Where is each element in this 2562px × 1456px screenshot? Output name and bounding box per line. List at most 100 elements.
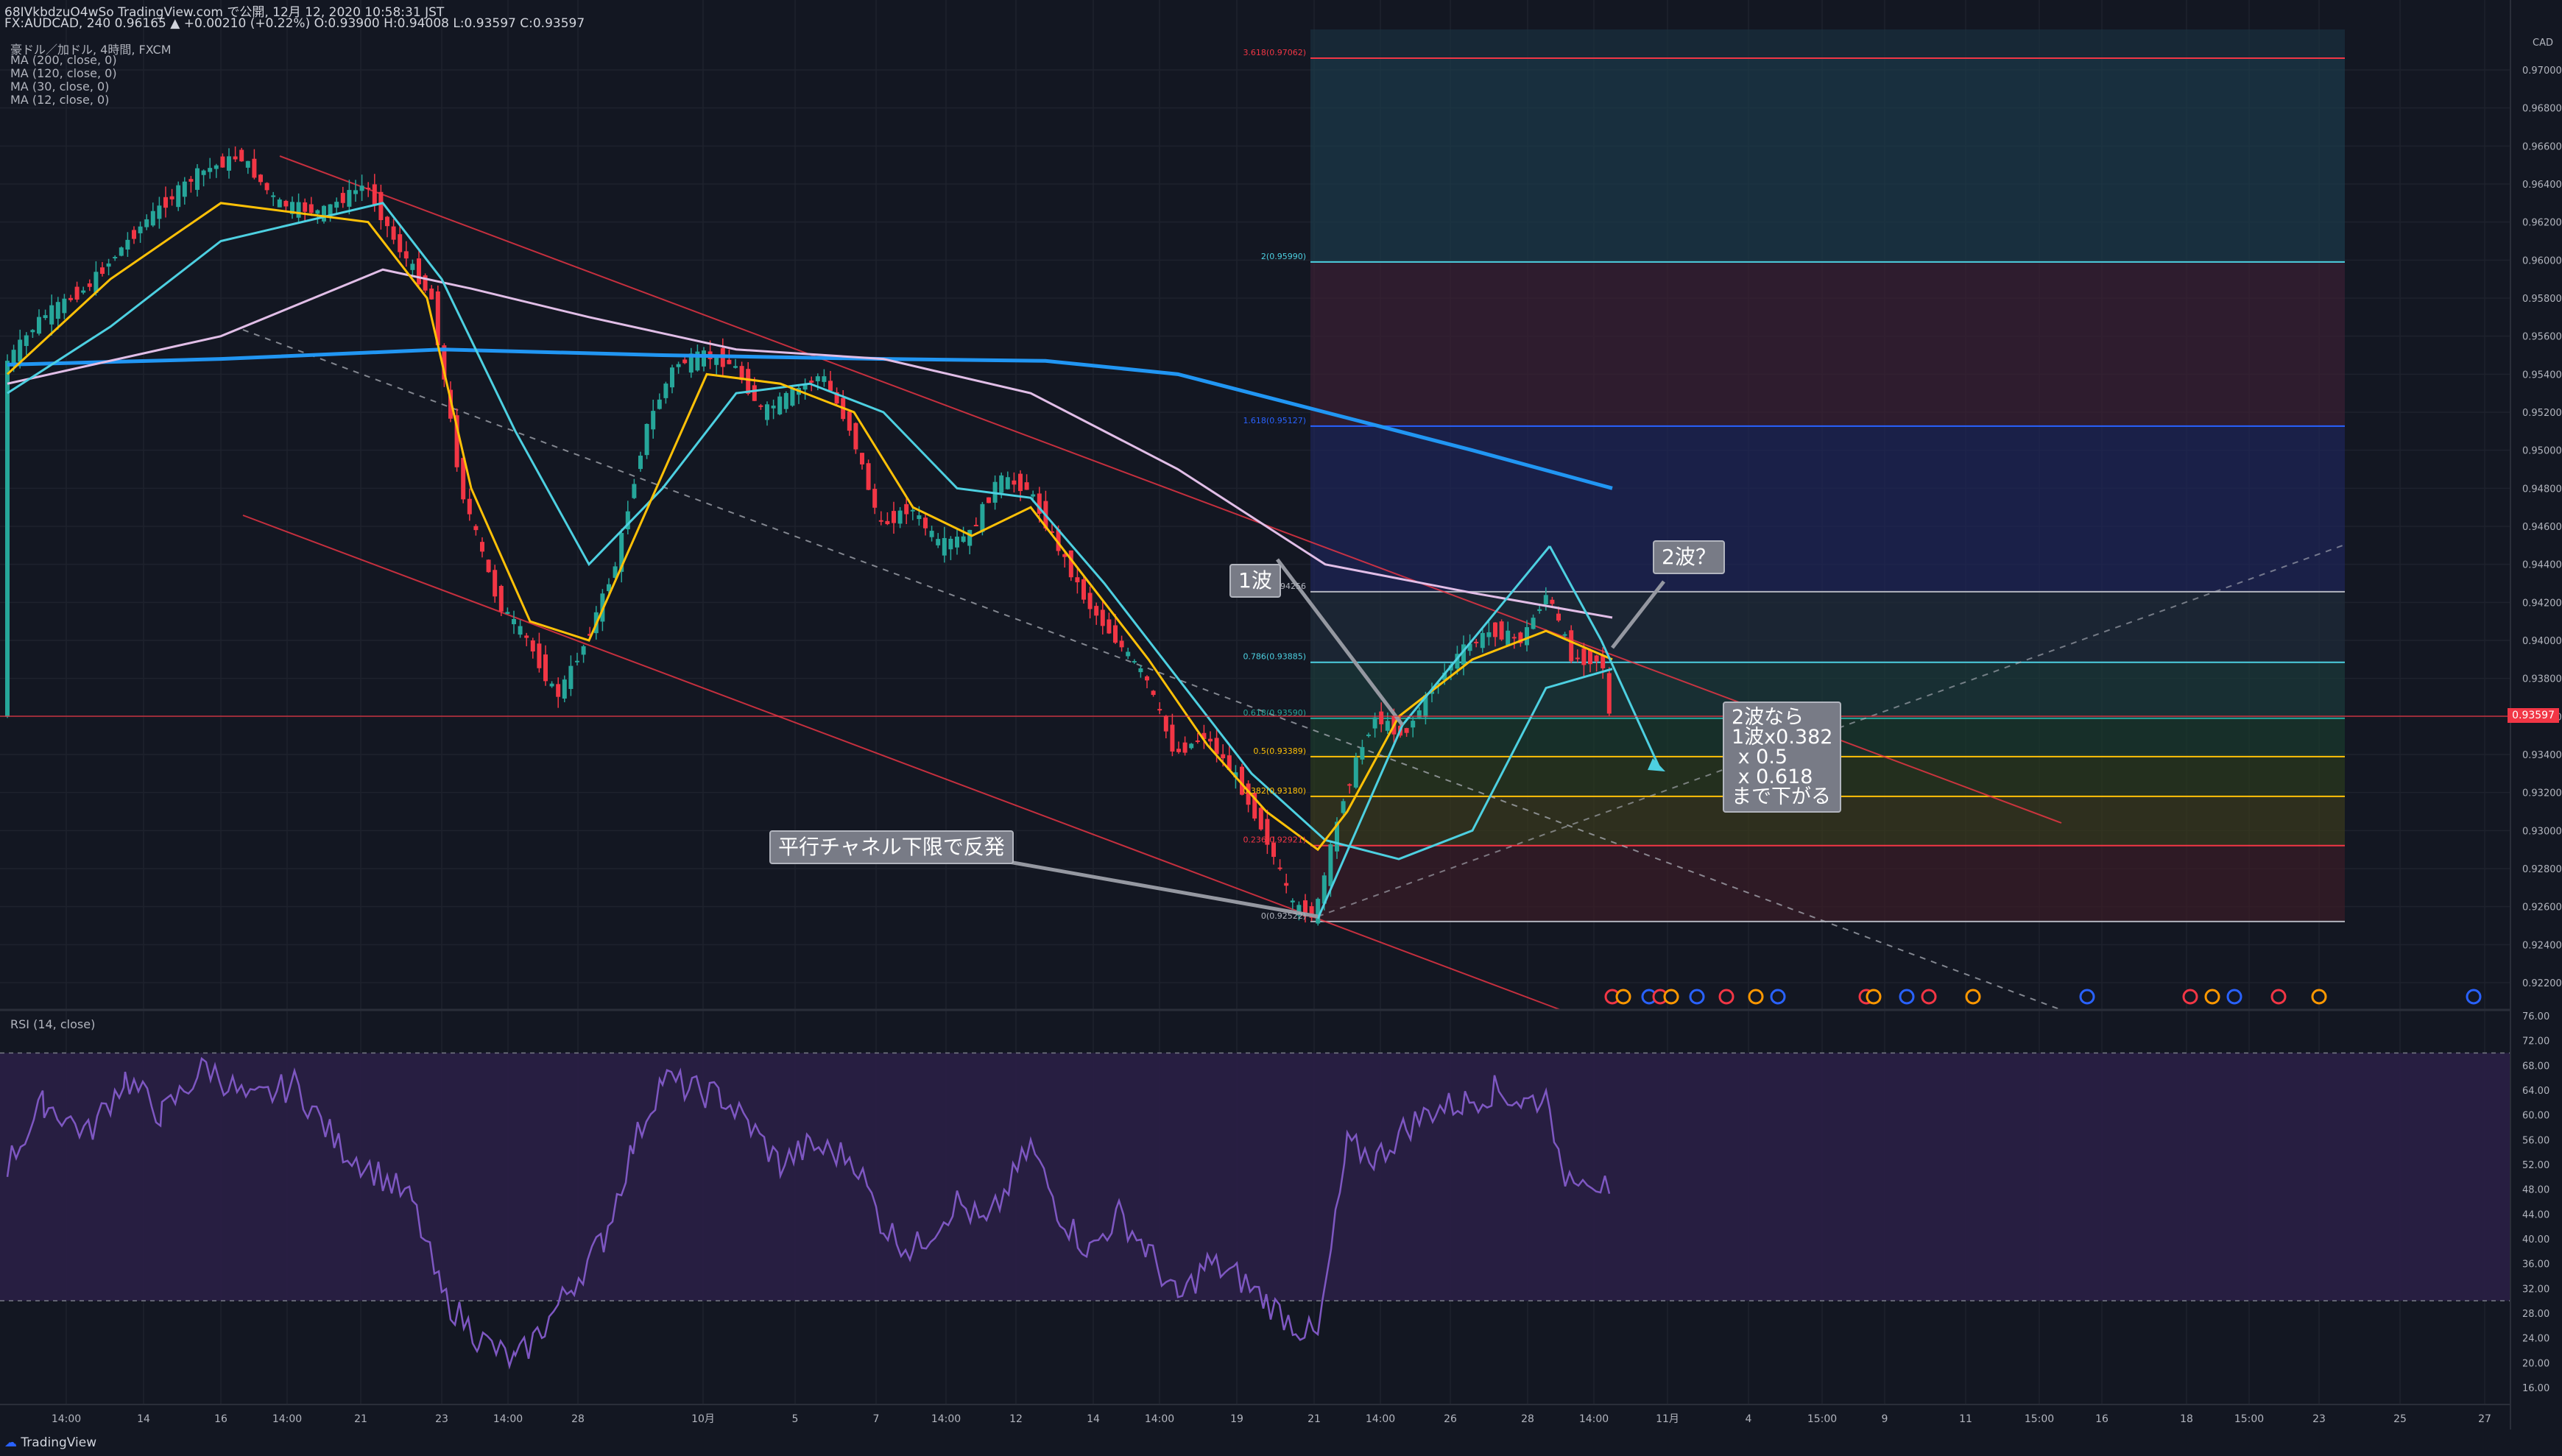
candle-body bbox=[860, 453, 864, 464]
candle-body bbox=[1018, 473, 1023, 492]
rsi-tick: 56.00 bbox=[2522, 1135, 2549, 1146]
candle-body bbox=[1296, 905, 1302, 916]
candle-body bbox=[43, 315, 48, 319]
candle-body bbox=[1467, 643, 1472, 651]
candle-body bbox=[245, 160, 250, 168]
candle-body bbox=[1372, 717, 1377, 729]
quote: 0.96165 ▲ +0.00210 (+0.22%) O:0.93900 H:… bbox=[114, 16, 585, 31]
candle-body bbox=[68, 297, 73, 300]
time-tick: 26 bbox=[1444, 1413, 1457, 1425]
rsi-tick: 16.00 bbox=[2522, 1383, 2549, 1394]
candle-body bbox=[512, 618, 516, 624]
channel-label[interactable]: 平行チャネル下限で反発 bbox=[769, 830, 1014, 864]
candle-body bbox=[853, 423, 858, 450]
time-tick: 23 bbox=[2312, 1413, 2326, 1425]
candle-body bbox=[917, 515, 922, 520]
candle-body bbox=[18, 339, 23, 362]
price-tick: 0.96400 bbox=[2522, 180, 2562, 191]
candle-body bbox=[670, 367, 674, 388]
price-tick: 0.96800 bbox=[2522, 104, 2562, 115]
ma120-line bbox=[7, 268, 1613, 619]
time-tick: 11月 bbox=[1656, 1413, 1679, 1425]
ma30-line bbox=[7, 202, 1613, 860]
time-tick: 15:00 bbox=[2234, 1413, 2264, 1425]
tradingview-logo[interactable]: ☁ TradingView bbox=[4, 1435, 96, 1450]
candle-body bbox=[125, 239, 130, 250]
candle-body bbox=[1303, 900, 1308, 917]
time-tick: 11 bbox=[1959, 1413, 1972, 1425]
candle-body bbox=[822, 376, 827, 382]
time-tick: 19 bbox=[1230, 1413, 1243, 1425]
candle-body bbox=[150, 211, 155, 226]
fib-level-label: 0.382(0.93180) bbox=[1243, 786, 1306, 796]
candle-body bbox=[1480, 632, 1485, 649]
candle-body bbox=[657, 399, 662, 409]
event-marker bbox=[1770, 989, 1786, 1005]
symbol[interactable]: FX:AUDCAD, 240 bbox=[4, 16, 111, 31]
candle-body bbox=[1240, 766, 1244, 795]
cloud-icon: ☁ bbox=[4, 1435, 17, 1450]
candle-body bbox=[1195, 741, 1200, 743]
candle-body bbox=[1499, 621, 1504, 640]
target-label[interactable]: 2波なら 1波x0.382 x 0.5 x 0.618 まで下がる bbox=[1723, 702, 1842, 813]
candle-body bbox=[252, 158, 257, 178]
rsi-pane bbox=[0, 1052, 2510, 1370]
indicator-ma12[interactable]: MA (12, close, 0) bbox=[10, 93, 110, 107]
rsi-label[interactable]: RSI (14, close) bbox=[10, 1017, 96, 1031]
indicator-ma30[interactable]: MA (30, close, 0) bbox=[10, 79, 110, 93]
fib-level-label: 0.786(0.93885) bbox=[1243, 652, 1306, 662]
candle-body bbox=[955, 537, 959, 548]
ma200-line bbox=[7, 347, 1613, 490]
event-marker bbox=[1866, 989, 1882, 1005]
time-tick: 21 bbox=[354, 1413, 367, 1425]
time-tick: 9 bbox=[1882, 1413, 1888, 1425]
pair-name[interactable]: 豪ドル／加ドル, 4時間, FXCM bbox=[10, 43, 172, 57]
candle-body bbox=[1024, 482, 1029, 490]
candle-body bbox=[936, 539, 941, 545]
indicator-ma200[interactable]: MA (200, close, 0) bbox=[10, 53, 117, 67]
candle-body bbox=[1252, 792, 1257, 819]
indicator-ma120[interactable]: MA (120, close, 0) bbox=[10, 66, 117, 80]
candle-body bbox=[1132, 661, 1137, 663]
candle-body bbox=[1416, 710, 1422, 718]
candle-body bbox=[1321, 875, 1327, 904]
candle-body bbox=[543, 654, 548, 682]
candle-body bbox=[1525, 626, 1529, 646]
candle-body bbox=[948, 538, 953, 550]
wave2-label[interactable]: 2波？ bbox=[1653, 540, 1725, 574]
candle-body bbox=[233, 156, 238, 160]
time-tick: 14:00 bbox=[493, 1413, 523, 1425]
time-axis[interactable]: 14:00 14 16 14:00 21 23 14:00 28 10月 5 7 14:00 12 14 1… bbox=[52, 1413, 2491, 1425]
candle-body bbox=[518, 626, 523, 635]
event-marker bbox=[1615, 989, 1631, 1005]
price-tick: 0.92800 bbox=[2522, 864, 2562, 875]
candle-body bbox=[157, 205, 162, 219]
candle-body bbox=[296, 202, 301, 218]
time-tick: 25 bbox=[2393, 1413, 2407, 1425]
candle-body bbox=[5, 361, 10, 717]
candle-body bbox=[892, 511, 896, 523]
candle-body bbox=[556, 684, 561, 697]
candle-body bbox=[182, 181, 187, 197]
candle-body bbox=[334, 202, 339, 208]
fib-zone bbox=[1310, 57, 2345, 262]
price-tick: 0.94200 bbox=[2522, 598, 2562, 609]
candle-body bbox=[1056, 529, 1061, 551]
candle-body bbox=[283, 200, 289, 207]
candle-body bbox=[1258, 807, 1263, 830]
candle-body bbox=[417, 258, 421, 285]
price-tick: 0.95400 bbox=[2522, 370, 2562, 381]
candle-body bbox=[1062, 554, 1068, 557]
candle-body bbox=[24, 335, 29, 347]
candle-body bbox=[1005, 477, 1010, 490]
candle-body bbox=[1366, 734, 1371, 736]
candle-body bbox=[264, 183, 269, 191]
candle-body bbox=[169, 196, 174, 199]
event-marker bbox=[2204, 989, 2220, 1005]
wave1-label[interactable]: 1波 bbox=[1229, 564, 1281, 598]
economic-events[interactable] bbox=[1604, 989, 2482, 1005]
candle-body bbox=[1246, 783, 1251, 805]
candle-body bbox=[359, 185, 364, 191]
candle-body bbox=[163, 197, 168, 208]
